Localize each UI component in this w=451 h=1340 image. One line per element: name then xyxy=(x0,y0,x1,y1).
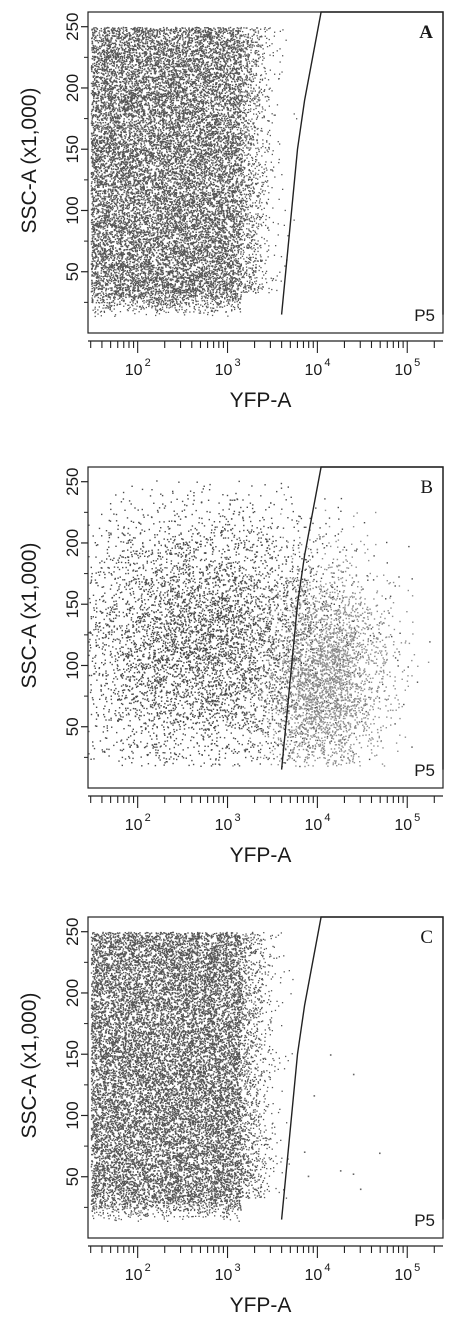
x-tick-exponent: 5 xyxy=(414,812,420,824)
y-tick-label: 150 xyxy=(63,135,82,163)
x-tick-exponent: 5 xyxy=(414,1262,420,1274)
x-axis-label: YFP-A xyxy=(230,844,292,867)
y-axis-label: SSC-A (x1,000) xyxy=(18,543,41,689)
x-tick-exponent: 4 xyxy=(324,1262,330,1274)
panel-letter: B xyxy=(420,477,433,498)
x-tick-exponent: 3 xyxy=(234,1262,240,1274)
x-tick-label: 10 xyxy=(125,362,143,379)
y-tick-label: 200 xyxy=(63,979,82,1007)
y-tick-label: 100 xyxy=(63,1101,82,1129)
x-axis-label: YFP-A xyxy=(230,389,292,412)
x-axis-label: YFP-A xyxy=(230,1294,292,1317)
y-tick-label: 250 xyxy=(63,13,82,41)
y-tick-label: 200 xyxy=(63,529,82,557)
y-tick-label: 50 xyxy=(63,262,82,281)
x-tick-label: 10 xyxy=(394,362,412,379)
x-tick-label: 10 xyxy=(215,817,233,834)
x-tick-exponent: 3 xyxy=(234,357,240,369)
y-tick-label: 250 xyxy=(63,918,82,946)
y-axis-label: SSC-A (x1,000) xyxy=(18,993,41,1139)
x-tick-label: 10 xyxy=(215,362,233,379)
x-tick-label: 10 xyxy=(304,362,322,379)
x-tick-label: 10 xyxy=(304,817,322,834)
x-tick-label: 10 xyxy=(125,817,143,834)
x-tick-exponent: 3 xyxy=(234,812,240,824)
panel-letter: A xyxy=(419,22,433,43)
y-axis-label: SSC-A (x1,000) xyxy=(18,88,41,234)
x-tick-label: 10 xyxy=(125,1267,143,1284)
y-tick-label: 250 xyxy=(63,468,82,496)
x-tick-exponent: 2 xyxy=(145,1262,151,1274)
x-tick-label: 10 xyxy=(304,1267,322,1284)
panel-letter: C xyxy=(420,927,433,948)
y-tick-label: 150 xyxy=(63,1040,82,1068)
y-tick-label: 50 xyxy=(63,717,82,736)
x-tick-exponent: 2 xyxy=(145,812,151,824)
x-tick-label: 10 xyxy=(215,1267,233,1284)
gate-label: P5 xyxy=(414,306,435,325)
x-tick-exponent: 2 xyxy=(145,357,151,369)
y-tick-label: 100 xyxy=(63,651,82,679)
gate-label: P5 xyxy=(414,761,435,780)
y-tick-label: 50 xyxy=(63,1167,82,1186)
y-tick-label: 200 xyxy=(63,74,82,102)
x-tick-exponent: 4 xyxy=(324,812,330,824)
gate-label: P5 xyxy=(414,1211,435,1230)
x-tick-label: 10 xyxy=(394,817,412,834)
x-tick-exponent: 5 xyxy=(414,357,420,369)
x-tick-label: 10 xyxy=(394,1267,412,1284)
y-tick-label: 150 xyxy=(63,590,82,618)
y-tick-label: 100 xyxy=(63,196,82,224)
x-tick-exponent: 4 xyxy=(324,357,330,369)
